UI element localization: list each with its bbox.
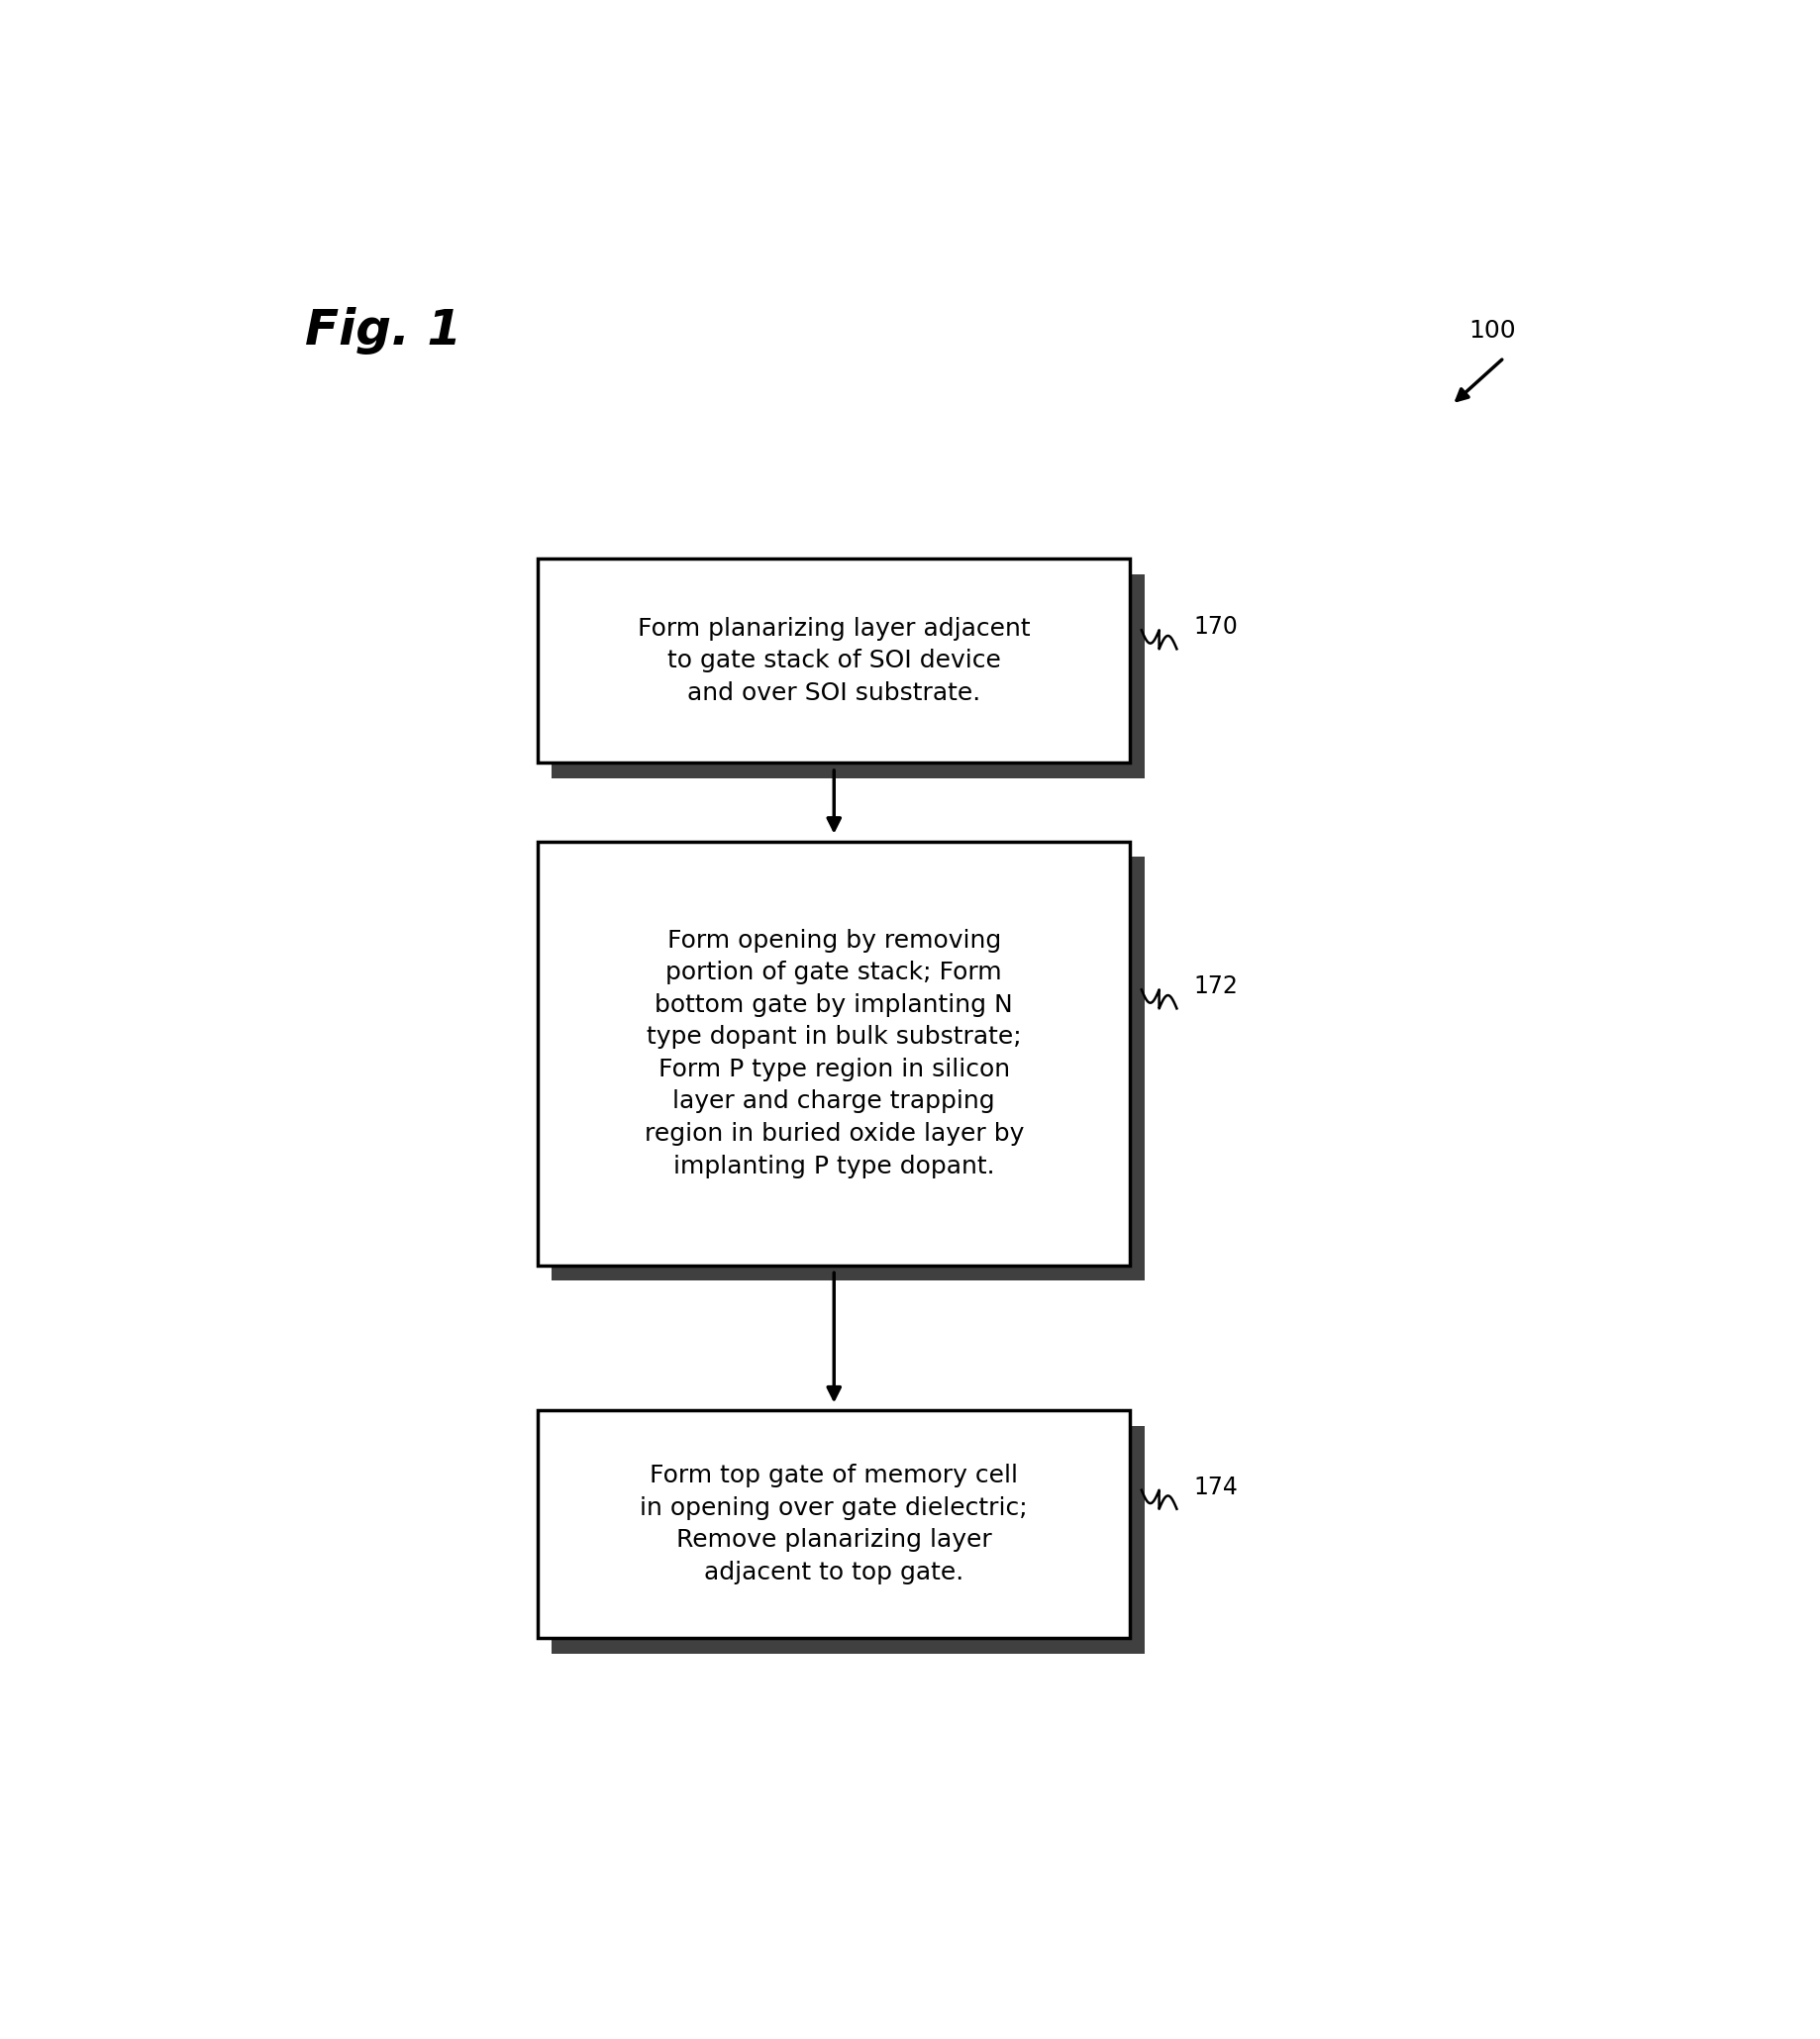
FancyBboxPatch shape [551, 1425, 1145, 1654]
Text: 170: 170 [1194, 616, 1238, 638]
Text: 172: 172 [1194, 975, 1238, 999]
Text: 174: 174 [1194, 1474, 1238, 1499]
Text: Form planarizing layer adjacent
to gate stack of SOI device
and over SOI substra: Form planarizing layer adjacent to gate … [637, 616, 1030, 705]
Text: Form opening by removing
portion of gate stack; Form
bottom gate by implanting N: Form opening by removing portion of gate… [644, 928, 1025, 1179]
FancyBboxPatch shape [539, 1411, 1130, 1637]
Text: 100: 100 [1469, 320, 1516, 343]
FancyBboxPatch shape [551, 575, 1145, 779]
FancyBboxPatch shape [551, 856, 1145, 1280]
Text: Form top gate of memory cell
in opening over gate dielectric;
Remove planarizing: Form top gate of memory cell in opening … [641, 1464, 1028, 1584]
Text: Fig. 1: Fig. 1 [306, 308, 462, 355]
FancyBboxPatch shape [539, 842, 1130, 1264]
FancyBboxPatch shape [539, 559, 1130, 763]
